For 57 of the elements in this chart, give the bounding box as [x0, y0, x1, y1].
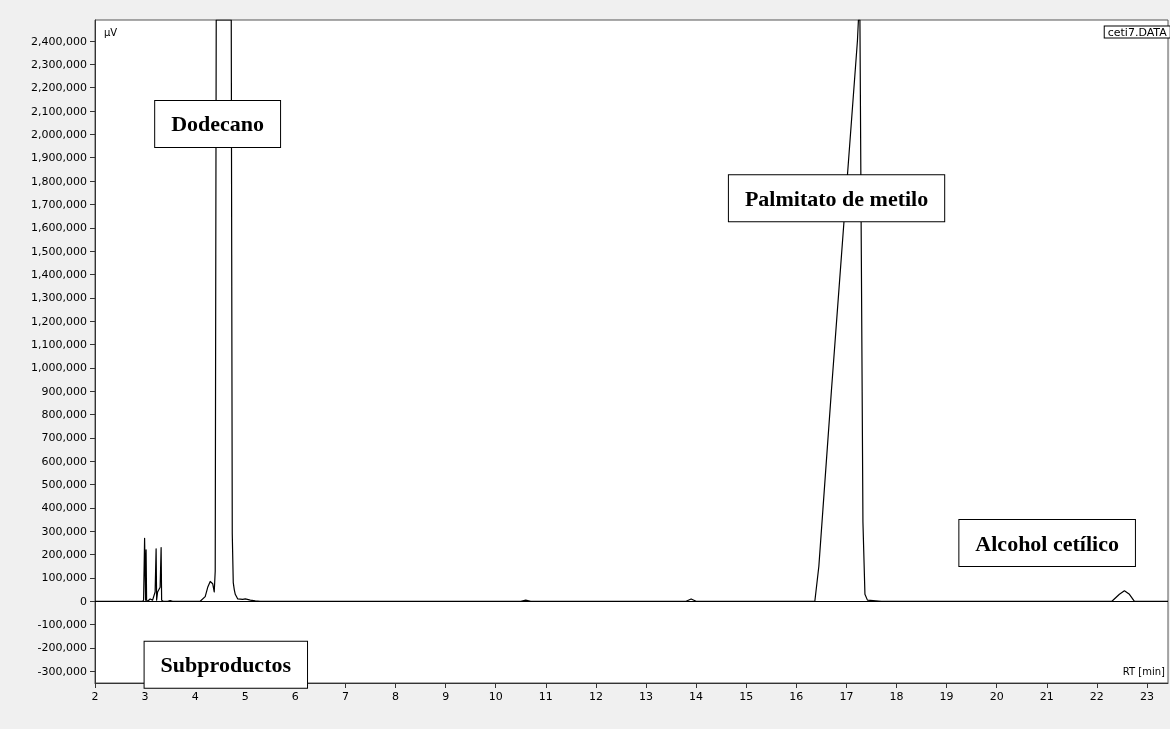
- y-tick-label: 0: [80, 594, 87, 608]
- y-tick-label: 1,300,000: [31, 291, 87, 305]
- y-tick-label: 2,400,000: [31, 34, 87, 48]
- y-tick-label: 1,700,000: [31, 197, 87, 211]
- y-tick-label: -200,000: [37, 641, 87, 655]
- x-tick-label: 14: [689, 690, 704, 703]
- y-tick-label: 600,000: [41, 454, 87, 468]
- y-tick-label: -100,000: [37, 618, 87, 632]
- x-tick-label: 9: [442, 690, 450, 703]
- y-tick-label: 2,200,000: [31, 81, 87, 95]
- x-tick-label: 23: [1139, 690, 1154, 703]
- annotation: Alcohol cetílico: [975, 530, 1119, 556]
- x-tick-label: 19: [939, 690, 954, 703]
- x-tick-label: 18: [889, 690, 904, 703]
- y-tick-label: 2,000,000: [31, 127, 87, 141]
- y-tick-label: 100,000: [41, 571, 87, 585]
- x-tick-label: 15: [739, 690, 754, 703]
- x-tick-label: 2: [91, 690, 99, 703]
- x-tick-label: 13: [639, 690, 654, 703]
- y-tick-label: 500,000: [41, 478, 87, 492]
- y-tick-label: 2,100,000: [31, 104, 87, 118]
- x-tick-label: 22: [1089, 690, 1104, 703]
- annotation: Dodecano: [171, 111, 265, 137]
- x-tick-label: 10: [488, 690, 503, 703]
- x-tick-label: 12: [588, 690, 603, 703]
- y-tick-label: 300,000: [41, 524, 87, 538]
- x-tick-label: 21: [1039, 690, 1054, 703]
- y-tick-label: 1,900,000: [31, 151, 87, 165]
- x-tick-label: 17: [839, 690, 854, 703]
- y-tick-label: 1,500,000: [31, 244, 87, 258]
- y-tick-label: 1,200,000: [31, 314, 87, 328]
- y-tick-label: 2,300,000: [31, 57, 87, 71]
- y-tick-label: 900,000: [41, 384, 87, 398]
- annotation: ceti7.DATA: [1107, 25, 1168, 39]
- annotation: Palmitato de metilo: [744, 185, 929, 211]
- y-tick-label: 700,000: [41, 431, 87, 445]
- x-tick-label: 11: [538, 690, 553, 703]
- y-tick-label: 1,100,000: [31, 338, 87, 351]
- y-axis-title: µV: [104, 26, 118, 38]
- x-tick-label: 8: [392, 690, 400, 703]
- y-tick-label: 1,400,000: [31, 267, 87, 281]
- x-axis-title: RT [min]: [1122, 665, 1166, 677]
- y-tick-label: 400,000: [41, 501, 87, 515]
- y-tick-label: 200,000: [41, 548, 87, 562]
- y-tick-label: 1,600,000: [31, 221, 87, 235]
- x-tick-label: 3: [141, 690, 149, 703]
- y-tick-label: 1,000,000: [31, 361, 87, 375]
- x-tick-label: 4: [191, 690, 199, 703]
- y-tick-label: 1,800,000: [31, 174, 87, 188]
- x-tick-label: 5: [241, 690, 249, 703]
- x-tick-label: 6: [291, 690, 299, 703]
- y-tick-label: 800,000: [41, 408, 87, 422]
- annotation: Subproductos: [160, 652, 292, 678]
- x-tick-label: 16: [789, 690, 804, 703]
- y-tick-label: -300,000: [37, 664, 87, 678]
- x-tick-label: 7: [341, 690, 349, 703]
- x-tick-label: 20: [989, 690, 1004, 703]
